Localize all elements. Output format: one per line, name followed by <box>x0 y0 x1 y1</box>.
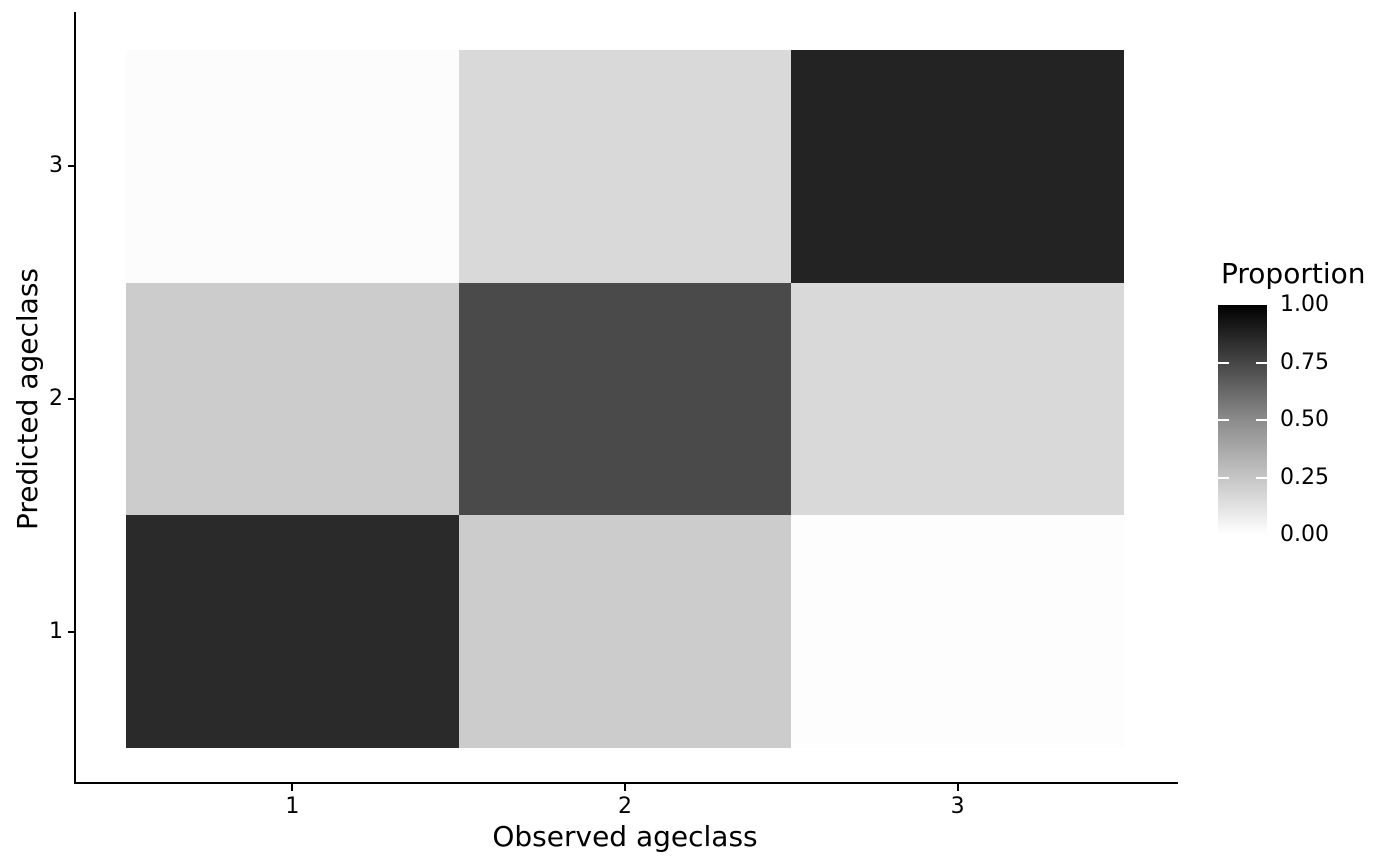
x-tick-label-1: 1 <box>285 794 300 819</box>
legend-label-0.00: 0.00 <box>1280 522 1329 547</box>
y-tick-mark-3 <box>68 165 75 168</box>
x-tick-mark-2 <box>624 784 626 791</box>
legend-title: Proportion <box>1221 257 1366 290</box>
legend-bar-tick-right <box>1256 361 1267 364</box>
x-axis-title: Observed ageclass <box>492 820 758 853</box>
heatmap-cell-obs3-pred3 <box>791 50 1124 283</box>
legend-bar-tick-left <box>1218 419 1229 421</box>
heatmap-cell-obs2-pred1 <box>458 515 792 748</box>
heatmap-plot-area <box>126 50 1124 748</box>
y-tick-mark-1 <box>68 630 75 633</box>
y-axis-line <box>74 12 76 784</box>
y-tick-label-1: 1 <box>49 618 63 644</box>
x-tick-label-2: 2 <box>618 794 632 819</box>
heatmap-cell-obs3-pred2 <box>791 282 1124 516</box>
heatmap-cell-obs1-pred2 <box>126 282 459 516</box>
legend-bar-tick-right <box>1256 419 1267 421</box>
legend-label-1.00: 1.00 <box>1280 292 1329 317</box>
y-tick-mark-2 <box>68 398 75 400</box>
heatmap-cell-obs2-pred3 <box>458 50 792 283</box>
y-tick-label-3: 3 <box>49 153 63 179</box>
legend-label-0.75: 0.75 <box>1280 349 1329 375</box>
legend-label-0.25: 0.25 <box>1280 464 1329 490</box>
x-axis-line <box>74 782 1178 784</box>
legend-bar-tick-left <box>1218 361 1229 364</box>
y-tick-label-2: 2 <box>49 386 63 411</box>
y-axis-title: Predicted ageclass <box>11 267 44 531</box>
x-tick-mark-3 <box>956 784 959 791</box>
heatmap-cell-obs2-pred2 <box>458 282 792 516</box>
heatmap-cell-obs1-pred3 <box>126 50 459 283</box>
heatmap-cell-obs3-pred1 <box>791 515 1124 748</box>
legend-bar-tick-left <box>1218 476 1229 479</box>
heatmap-cell-obs1-pred1 <box>126 515 459 748</box>
legend-bar-tick-right <box>1256 476 1267 479</box>
legend-colorbar <box>1218 305 1267 535</box>
x-tick-label-3: 3 <box>950 794 965 819</box>
x-tick-mark-1 <box>291 784 294 791</box>
legend-label-0.50: 0.50 <box>1280 407 1329 432</box>
